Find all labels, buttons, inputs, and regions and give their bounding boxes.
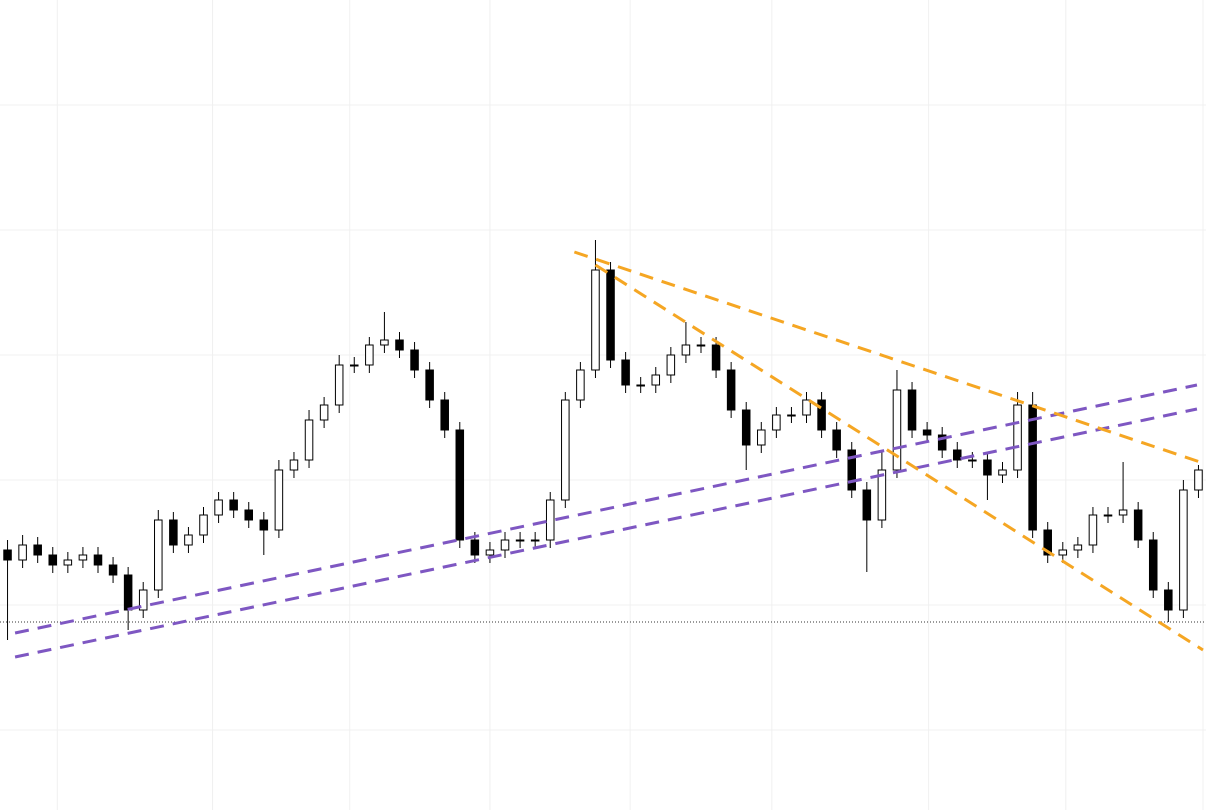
candle-body (93, 554, 103, 566)
candle-body (169, 519, 178, 546)
candle-body (274, 469, 284, 531)
trend-line (14, 407, 1198, 659)
candle-body (787, 414, 796, 417)
candle-body (1194, 469, 1203, 491)
candle-body (485, 549, 495, 556)
candle-body (907, 389, 917, 431)
candle-body (1088, 514, 1098, 546)
candle-body (757, 429, 766, 446)
candle-body (259, 519, 269, 531)
candle-body (500, 539, 510, 551)
candle-body (33, 544, 42, 556)
candle-body (1073, 544, 1083, 551)
candle-body (561, 399, 570, 501)
candle-body (138, 589, 148, 611)
trend-line (573, 250, 1204, 465)
candle-body (1164, 589, 1173, 611)
candle-body (63, 559, 73, 566)
candle-body (817, 399, 826, 431)
candle-body (832, 429, 841, 451)
candle-body (199, 514, 208, 536)
candle-body (636, 384, 645, 387)
candle-body (892, 389, 902, 471)
candle-body (681, 344, 691, 356)
candle-body (154, 519, 163, 591)
candle-body (214, 499, 223, 516)
candle-body (1013, 404, 1022, 471)
candle-body (410, 349, 419, 371)
candle-body (922, 429, 932, 436)
candle-body (802, 399, 811, 416)
candle-body (108, 564, 118, 576)
candle-body (184, 534, 193, 546)
candle-body (576, 369, 585, 401)
candle-body (319, 404, 329, 421)
candle-body (937, 434, 947, 451)
candle-body (847, 449, 857, 491)
candle-body (1148, 539, 1158, 591)
candle-body (78, 554, 88, 561)
candle-body (968, 459, 977, 462)
candle-body (289, 459, 299, 471)
candle-body (772, 414, 781, 431)
candle-body (349, 364, 359, 367)
candle-body (395, 339, 404, 351)
candle-body (983, 459, 992, 476)
candle-body (229, 499, 238, 511)
candle-body (440, 399, 449, 431)
candle-body (726, 369, 736, 411)
candle-body (651, 374, 661, 386)
candle-body (470, 539, 480, 556)
trend-line (14, 383, 1198, 635)
candle-body (365, 344, 374, 366)
candle-body (455, 429, 465, 541)
candle-body (696, 344, 706, 347)
candle-body (545, 499, 555, 541)
candle-body (666, 354, 676, 376)
candle-body (123, 574, 133, 611)
candle-body (1118, 509, 1128, 516)
candle-body (711, 344, 721, 371)
candle-body (3, 549, 12, 561)
candle-body (606, 269, 615, 361)
candle-body (334, 364, 344, 406)
candle-body (1058, 549, 1068, 556)
candle-body (1028, 404, 1037, 531)
candle-body (621, 359, 630, 386)
candle-body (952, 449, 962, 461)
candle-body (48, 554, 58, 566)
candle-body (1179, 489, 1188, 611)
candle-body (1133, 509, 1143, 541)
candle-body (515, 539, 525, 542)
candle-body (741, 409, 751, 446)
candle-body (591, 269, 600, 371)
candle-body (530, 539, 540, 542)
candle-body (304, 419, 314, 461)
candle-body (862, 489, 872, 521)
candle-body (425, 369, 434, 401)
candle-body (1043, 529, 1052, 556)
candle-body (380, 339, 389, 346)
candle-body (18, 544, 27, 561)
trend-line (594, 263, 1204, 652)
candle-body (877, 469, 887, 521)
candle-body (244, 509, 254, 521)
candle-body (998, 469, 1007, 476)
candle-body (1103, 514, 1113, 517)
